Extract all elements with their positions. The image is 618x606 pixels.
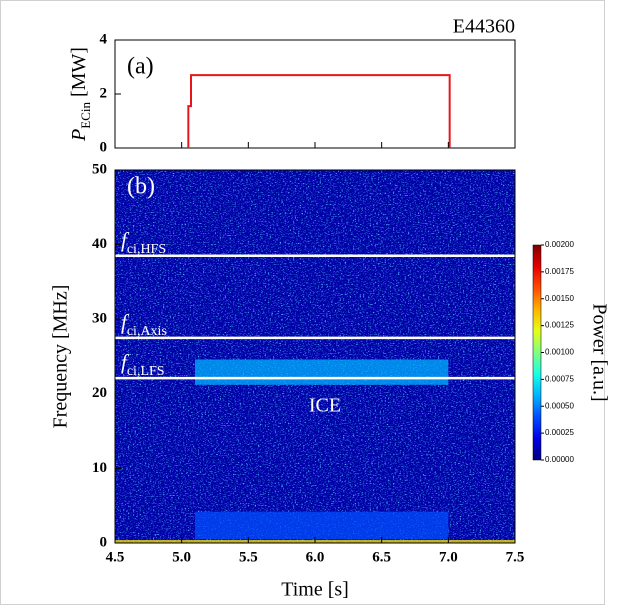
y-tick-label: 40 (92, 236, 107, 252)
line-label: fci,Axis (121, 310, 167, 339)
y-tick-label: 10 (92, 460, 107, 476)
line-label-symbol: f (121, 310, 130, 334)
y-tick-label: 30 (92, 311, 107, 327)
y-tick-label: 50 (92, 161, 107, 177)
x-tick-label: 5.0 (172, 549, 191, 565)
colorbar-tick-label: 0.00100 (545, 348, 574, 357)
y-tick-label: 0 (100, 139, 108, 155)
power-line (187, 74, 451, 148)
y-axis-label: Frequency [MHz] (50, 285, 72, 429)
line-label-subscript: ci,HFS (127, 242, 166, 257)
colorbar-tick-label: 0.00200 (545, 240, 574, 249)
x-tick-label: 7.0 (439, 549, 458, 565)
line-label-subscript: ci,Axis (127, 324, 167, 339)
panel-label: (a) (127, 54, 154, 80)
y-tick-label: 0 (100, 534, 108, 550)
y-label-subscript: ECin (78, 102, 93, 129)
colorbar-tick-label: 0.00000 (545, 455, 574, 464)
line-label-subscript: ci,LFS (127, 364, 165, 379)
spectral-band (195, 511, 449, 540)
line-label: fci,LFS (121, 350, 165, 379)
y-tick-label: 2 (100, 85, 108, 101)
spectrogram-speckle (115, 170, 515, 543)
colorbar-tick-label: 0.00175 (545, 267, 574, 276)
band-label: ICE (309, 394, 341, 416)
x-tick-label: 4.5 (106, 549, 125, 565)
colorbar (532, 244, 542, 461)
colorbar-tick-label: 0.00075 (545, 374, 574, 383)
line-label-symbol: f (121, 228, 130, 252)
colorbar-tick-label: 0.00150 (545, 294, 574, 303)
line-label: fci,HFS (121, 228, 166, 257)
shot-number: E44360 (453, 16, 515, 38)
y-label-symbol: P (68, 129, 90, 142)
spectral-band (195, 359, 449, 385)
y-label-unit: [MW] (68, 47, 90, 102)
colorbar-tick-label: 0.00025 (545, 428, 574, 437)
plot-area (114, 39, 516, 149)
panel-label: (b) (127, 174, 155, 200)
colorbar-tick-label: 0.00125 (545, 321, 574, 330)
y-tick-label: 4 (100, 31, 108, 47)
y-axis-label: PECin [MW] (68, 47, 94, 142)
x-axis-label: Time [s] (281, 579, 349, 601)
y-tick-label: 20 (92, 385, 107, 401)
colorbar-tick-label: 0.00050 (545, 401, 574, 410)
x-tick-label: 5.5 (239, 549, 258, 565)
line-label-symbol: f (121, 350, 130, 374)
x-tick-label: 6.5 (372, 549, 391, 565)
colorbar-label: Power [a.u.] (588, 303, 610, 401)
x-tick-label: 7.5 (506, 549, 525, 565)
x-tick-label: 6.0 (306, 549, 325, 565)
frame (0, 0, 605, 605)
